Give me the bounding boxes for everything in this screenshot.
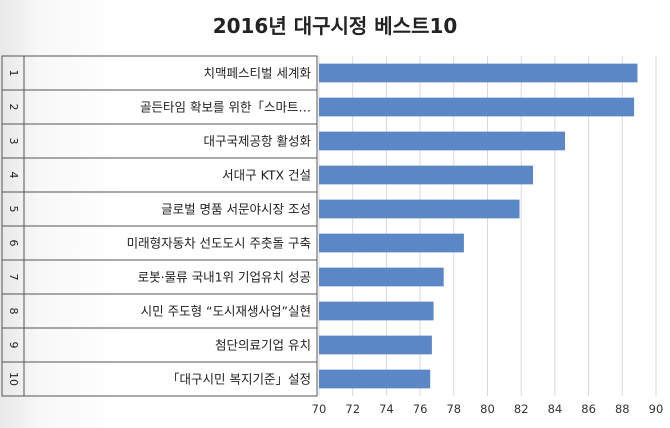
rank-label: 2: [7, 104, 20, 111]
category-label: 시민 주도형 “도시재생사업”실현: [141, 304, 311, 319]
category-label: 서대구 KTX 건설: [222, 168, 311, 183]
x-tick-label: 74: [379, 402, 394, 416]
x-tick-label: 82: [514, 402, 529, 416]
rank-label: 1: [7, 70, 20, 77]
x-tick-label: 76: [413, 402, 428, 416]
x-tick-label: 80: [480, 402, 495, 416]
x-tick-label: 86: [581, 402, 596, 416]
x-tick-label: 72: [345, 402, 360, 416]
bar: [319, 335, 432, 355]
rank-label: 3: [7, 138, 20, 145]
category-label: 첨단의료기업 유치: [215, 338, 311, 353]
x-tick-label: 90: [649, 402, 664, 416]
x-tick-label: 78: [446, 402, 461, 416]
rank-label: 5: [7, 206, 20, 213]
bar: [319, 63, 638, 83]
x-tick-label: 84: [548, 402, 563, 416]
bar: [319, 97, 635, 117]
bar: [319, 233, 464, 253]
category-label: 치맥페스티벌 세계화: [204, 66, 312, 81]
bar: [319, 199, 520, 219]
bar: [319, 267, 444, 287]
rank-label: 6: [7, 240, 20, 247]
rank-label: 8: [7, 308, 20, 315]
x-tick-label: 88: [615, 402, 630, 416]
rank-label: 9: [7, 342, 20, 349]
category-label: 글로벌 명품 서문야시장 조성: [161, 202, 311, 217]
chart-title: 2016년 대구시정 베스트10: [212, 14, 458, 38]
rank-label: 7: [7, 274, 20, 281]
rank-label: 4: [7, 172, 20, 179]
bar: [319, 301, 434, 321]
bar: [319, 131, 566, 151]
x-tick-label: 70: [312, 402, 327, 416]
category-label: 대구국제공항 활성화: [204, 134, 312, 149]
category-label: 로봇·물류 국내1위 기업유치 성공: [138, 270, 311, 285]
rank-label: 10: [7, 372, 20, 386]
category-label: 미래형자동차 선도도시 주춧돌 구축: [127, 236, 311, 251]
bar: [319, 369, 431, 389]
category-label: 「대구시민 복지기준」설정: [167, 372, 311, 387]
category-label: 골든타임 확보를 위한「스마트…: [140, 100, 311, 115]
bar: [319, 165, 533, 185]
